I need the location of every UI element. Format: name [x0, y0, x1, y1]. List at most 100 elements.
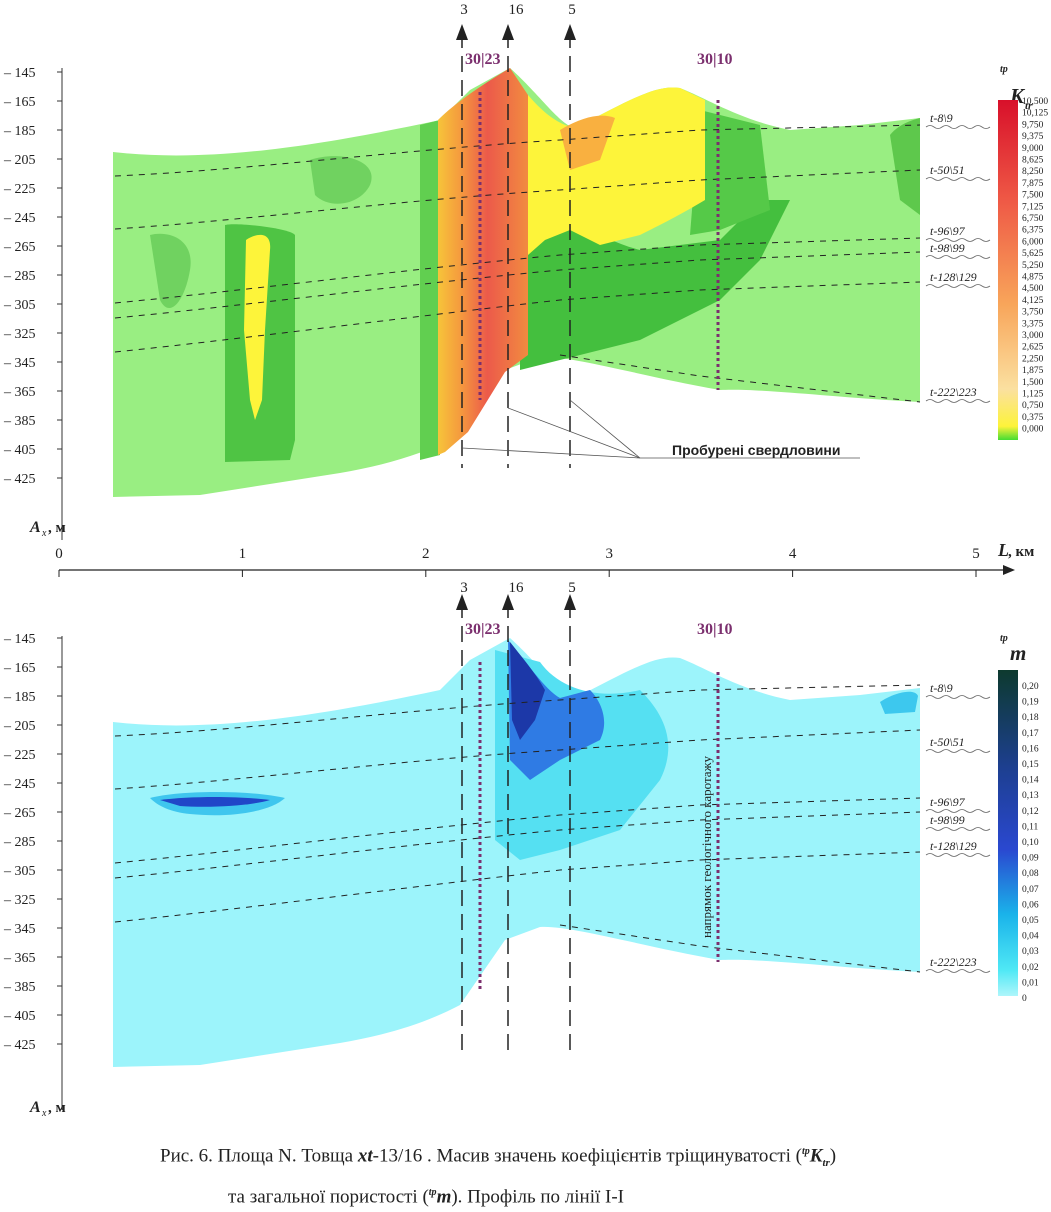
depth-tick-label: – 305	[3, 864, 36, 879]
x-tick-label: 1	[239, 546, 247, 562]
legend-value: 9,375	[1022, 132, 1044, 142]
x-axis-label: L	[997, 540, 1009, 560]
legend-value: 10,125	[1022, 109, 1048, 119]
legend-value: 10,500	[1022, 97, 1048, 107]
top-log-mark-1: 30|23	[465, 51, 501, 68]
legend-value: 0,08	[1022, 869, 1039, 879]
bottom-depth-ticks: – 145 – 165 – 185 – 205 – 225 – 245 – 265 – 285…	[3, 632, 62, 1053]
horizon-label: t-98\99	[930, 241, 965, 255]
bottom-legend-title-main: m	[1010, 641, 1026, 665]
horizon-wave	[925, 827, 991, 831]
legend-value: 0,06	[1022, 900, 1039, 910]
legend-value: 0,02	[1022, 963, 1039, 973]
legend-value: 9,000	[1022, 144, 1044, 154]
bottom-y-axis-label: A	[29, 1099, 41, 1116]
bottom-legend-values: 0,20 0,19 0,18 0,17 0,16 0,15 0,14 0,13 0,12 0,11…	[1022, 682, 1039, 1004]
horizon-label: t-128\129	[930, 839, 977, 853]
horizon-wave	[925, 853, 991, 857]
top-green-zone-2	[420, 120, 440, 460]
top-panel: – 145 – 165 – 185 – 205 – 225 – 245 – 265 – 285…	[3, 2, 1048, 540]
top-well-label-16: 16	[509, 2, 525, 18]
bottom-horizon-labels: t-8\9 t-50\51 t-96\97 t-98\99 t-128\129 t-222…	[925, 681, 991, 973]
top-well-arrows	[456, 24, 576, 40]
depth-tick-label: – 185	[3, 124, 36, 139]
bottom-well-label-5: 5	[568, 580, 576, 596]
legend-value: 7,875	[1022, 179, 1044, 189]
bottom-log-mark-2: 30|10	[697, 621, 733, 638]
legend-value: 0,15	[1022, 760, 1039, 770]
caption-line-2: та загальної пористості (tpm). Профіль п…	[160, 1178, 1040, 1212]
legend-value: 0,03	[1022, 947, 1039, 957]
x-tick-label: 2	[422, 546, 430, 562]
caption-sup: tp	[428, 1187, 437, 1199]
horizon-wave	[925, 749, 991, 753]
horizon-wave	[925, 969, 991, 973]
horizon-label: t-96\97	[930, 224, 966, 238]
top-yellow-lens	[244, 234, 271, 420]
horizon-wave	[925, 238, 991, 242]
top-green-blob	[310, 156, 372, 204]
legend-value: 2,625	[1022, 343, 1044, 353]
caption-text: Рис. 6. Площа N. Товща	[160, 1145, 358, 1167]
legend-value: 1,125	[1022, 390, 1044, 400]
legend-value: 1,875	[1022, 366, 1044, 376]
legend-value: 0,05	[1022, 916, 1039, 926]
top-green-zone-5	[890, 118, 920, 215]
bottom-log-mark-1: 30|23	[465, 621, 501, 638]
legend-value: 4,125	[1022, 296, 1044, 306]
x-axis-unit: , км	[1008, 544, 1034, 560]
x-axis-arrow	[1003, 565, 1015, 575]
caption-italic: K	[809, 1145, 823, 1167]
depth-tick-label: – 205	[3, 153, 36, 168]
top-y-axis-unit: , м	[48, 520, 66, 536]
legend-value: 6,750	[1022, 214, 1044, 224]
depth-tick-label: – 385	[3, 980, 36, 995]
horizon-wave	[925, 399, 991, 403]
bottom-horizon-lines	[114, 684, 921, 973]
legend-value: 3,375	[1022, 319, 1044, 329]
top-depth-ticks: – 145 – 165 – 185 – 205 – 225 – 245 – 265 – 285…	[3, 66, 62, 487]
x-tick-label: 4	[789, 546, 797, 562]
top-well-label-3: 3	[460, 2, 468, 18]
horizon-label: t-128\129	[930, 270, 977, 284]
depth-tick-label: – 285	[3, 835, 36, 850]
depth-tick-label: – 165	[3, 95, 36, 110]
depth-tick-label: – 305	[3, 298, 36, 313]
caption-text: та загальної пористості (	[228, 1186, 429, 1208]
legend-value: 7,500	[1022, 191, 1044, 201]
legend-value: 6,375	[1022, 226, 1044, 236]
legend-value: 0	[1022, 994, 1027, 1004]
top-horizon-labels: t-8\9 t-50\51 t-96\97 t-98\99 t-128\129 t-222…	[925, 111, 991, 403]
top-wells	[461, 32, 571, 468]
top-log-mark-2: 30|10	[697, 51, 733, 68]
legend-value: 0,09	[1022, 854, 1039, 864]
legend-value: 0,12	[1022, 807, 1039, 817]
depth-tick-label: – 385	[3, 414, 36, 429]
x-tick-label: 0	[55, 546, 63, 562]
legend-value: 8,625	[1022, 156, 1044, 166]
depth-tick-label: – 165	[3, 661, 36, 676]
caption-sub: tr	[822, 1157, 830, 1170]
bottom-wells	[461, 602, 571, 1050]
depth-tick-label: – 345	[3, 922, 36, 937]
legend-value: 0,375	[1022, 413, 1044, 423]
horizon-label: t-8\9	[930, 681, 953, 695]
depth-tick-label: – 245	[3, 777, 36, 792]
legend-value: 5,250	[1022, 261, 1044, 271]
bottom-panel: – 145 – 165 – 185 – 205 – 225 – 245 – 265 – 285…	[3, 580, 1039, 1119]
horizon-label: t-50\51	[930, 735, 965, 749]
depth-tick-label: – 265	[3, 240, 36, 255]
legend-value: 0,04	[1022, 932, 1039, 942]
top-green-blob-2	[150, 233, 191, 309]
horizon-label: t-222\223	[930, 385, 977, 399]
legend-value: 0,13	[1022, 791, 1039, 801]
caption-line-1: Рис. 6. Площа N. Товща xt-13/16 . Масив …	[160, 1137, 1040, 1178]
top-orange-spot	[560, 115, 615, 170]
x-axis: 0 1 2 3 4 5 L , км	[55, 540, 1034, 577]
top-fracture-zone	[438, 68, 528, 455]
legend-value: 0,07	[1022, 885, 1039, 895]
legend-value: 0,11	[1022, 822, 1039, 832]
horizon-label: t-8\9	[930, 111, 953, 125]
